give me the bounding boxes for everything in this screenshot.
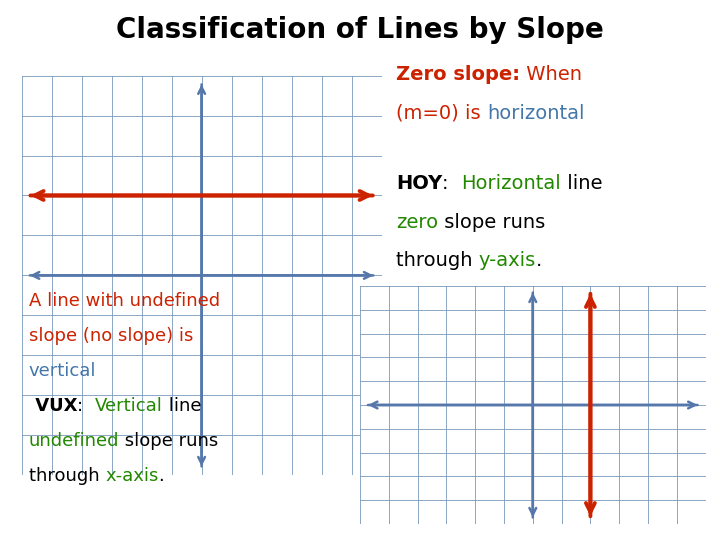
Text: Classification of Lines by Slope: Classification of Lines by Slope	[116, 16, 604, 44]
Text: slope (no slope) is: slope (no slope) is	[29, 327, 193, 345]
Text: (m=0) is: (m=0) is	[396, 104, 487, 123]
Text: A line with undefined: A line with undefined	[29, 292, 220, 309]
Text: horizontal: horizontal	[487, 104, 585, 123]
Text: slope runs: slope runs	[120, 432, 219, 450]
Text: :: :	[442, 174, 462, 193]
Text: Vertical: Vertical	[95, 397, 163, 415]
Text: y-axis: y-axis	[479, 252, 536, 271]
Text: Zero slope:: Zero slope:	[396, 65, 520, 84]
Text: x-axis: x-axis	[105, 467, 158, 485]
Text: line: line	[561, 174, 603, 193]
Text: .: .	[158, 467, 164, 485]
Text: Horizontal: Horizontal	[462, 174, 561, 193]
Text: zero: zero	[396, 213, 438, 232]
Text: VUX: VUX	[29, 397, 77, 415]
Text: slope runs: slope runs	[438, 213, 545, 232]
Text: undefined: undefined	[29, 432, 120, 450]
Text: vertical: vertical	[29, 362, 96, 380]
Text: through: through	[29, 467, 105, 485]
Text: HOY: HOY	[396, 174, 442, 193]
Text: .: .	[536, 252, 542, 271]
Text: :: :	[77, 397, 95, 415]
Text: line: line	[163, 397, 202, 415]
Text: through: through	[396, 252, 479, 271]
Text: When: When	[520, 65, 582, 84]
